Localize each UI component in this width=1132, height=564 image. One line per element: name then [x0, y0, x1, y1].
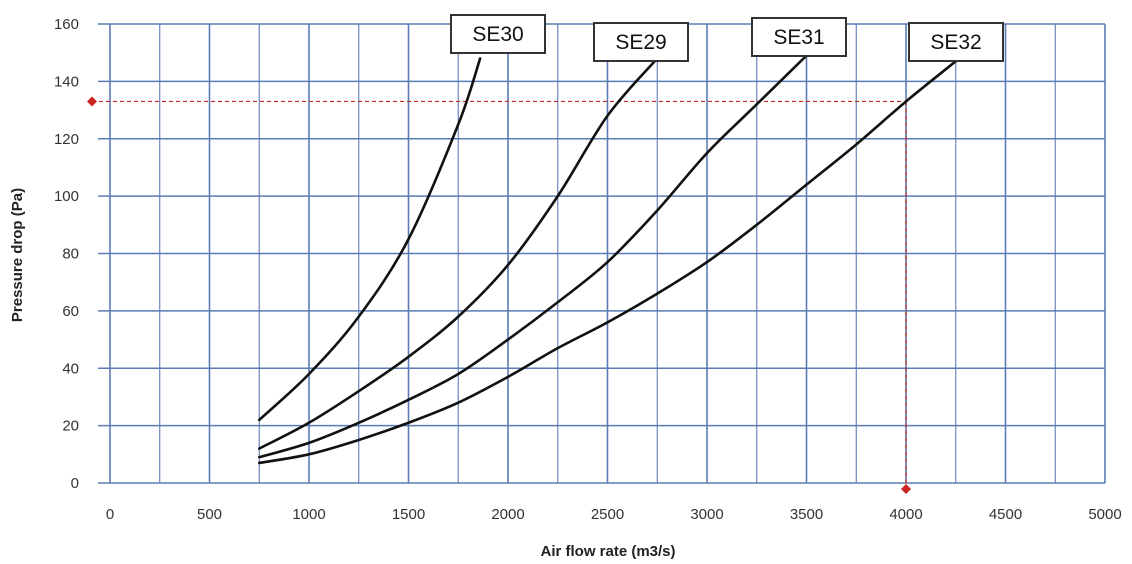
- series-callout-box: [908, 22, 1004, 62]
- grid: [98, 23, 1106, 484]
- series-line-se30: [257, 57, 482, 422]
- series-label-se30: SE30: [472, 23, 523, 46]
- x-tick-label: 0: [106, 506, 114, 523]
- x-tick-label: 2000: [491, 506, 524, 523]
- y-tick-label: 20: [62, 418, 79, 435]
- x-tick-label: 500: [197, 506, 222, 523]
- y-tick-label: 140: [54, 73, 79, 90]
- y-tick-label: 60: [62, 303, 79, 320]
- series-line-se32: [257, 59, 958, 465]
- series-callout-box: [751, 17, 847, 57]
- y-axis-title: Pressure drop (Pa): [9, 188, 26, 322]
- y-tick-label: 100: [54, 188, 79, 205]
- x-tick-label: 4000: [889, 506, 922, 523]
- y-tick-label: 80: [62, 246, 79, 263]
- series-label-se32: SE32: [930, 31, 981, 54]
- series-lines: [257, 54, 958, 465]
- reference-marker-y: [87, 96, 97, 107]
- x-tick-label: 3000: [690, 506, 723, 523]
- series-label-se29: SE29: [615, 31, 666, 54]
- x-tick-label: 5000: [1088, 506, 1121, 523]
- series-callouts: SE30 SE29 SE31 SE32: [450, 14, 1004, 62]
- series-callout-box: [593, 22, 689, 62]
- y-tick-label: 160: [54, 16, 79, 33]
- reference-lines: [87, 96, 911, 494]
- series-label-se31: SE31: [773, 26, 824, 49]
- x-tick-label: 2500: [591, 506, 624, 523]
- x-tick-label: 1500: [392, 506, 425, 523]
- x-tick-label: 3500: [790, 506, 823, 523]
- series-callout-box: [450, 14, 546, 54]
- y-tick-label: 0: [71, 475, 79, 492]
- x-tick-label: 4500: [989, 506, 1022, 523]
- tick-labels: 0 500 1000 1500 2000 2500 3000 3500 4000 4500 5000…: [54, 16, 1122, 523]
- x-axis-title: Air flow rate (m3/s): [540, 543, 675, 560]
- x-tick-label: 1000: [292, 506, 325, 523]
- reference-marker-x: [901, 484, 911, 494]
- series-line-se29: [257, 57, 659, 450]
- y-tick-label: 120: [54, 131, 79, 148]
- y-tick-label: 40: [62, 360, 79, 377]
- series-line-se31: [257, 54, 808, 459]
